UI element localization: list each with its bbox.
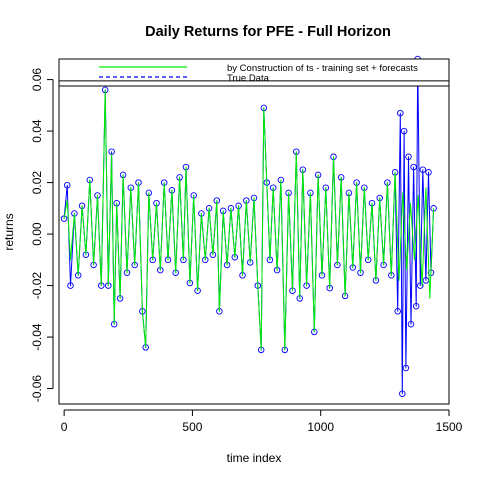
data-point [397,109,404,117]
y-tick-label: 0.00 [30,222,44,246]
data-point [394,308,401,315]
data-point [402,364,410,372]
data-point [410,163,417,171]
legend: by Construction of ts - training set + f… [58,58,450,87]
data-point [417,282,424,289]
x-tick-label: 1500 [436,420,463,434]
data-point [412,302,420,310]
y-tick-label: -0.06 [30,375,44,403]
data-point [399,390,406,397]
y-tick-label: 0.04 [30,119,44,143]
data-point [67,282,74,289]
data-point [405,153,412,161]
y-tick-label: 0.06 [30,68,44,92]
plot-frame [58,58,450,405]
x-axis-label: time index [227,451,282,465]
data-point [419,166,427,173]
y-tick-label: -0.04 [30,323,44,351]
x-tick-label: 1000 [307,420,334,434]
x-tick-label: 500 [182,420,202,434]
y-tick-label: -0.02 [30,272,44,300]
series-line-0 [63,89,435,351]
data-point [63,181,71,189]
x-axis: 0 500 1000 1500 [61,409,463,434]
legend-label-true-data: True Data [227,73,270,84]
chart-title: Daily Returns for PFE - Full Horizon [145,24,391,40]
x-tick-label: 0 [61,420,68,434]
series-0 [63,89,435,351]
legend-label-forecast: by Construction of ts - training set + f… [227,63,418,74]
y-tick-label: 0.02 [30,171,44,195]
y-axis: -0.06 -0.04 -0.02 0.00 0.02 0.04 0.06 [30,68,54,403]
y-axis-label: returns [2,213,16,250]
data-point [407,320,415,328]
data-point [425,169,432,176]
data-point [400,127,408,135]
series-layer [60,55,437,397]
